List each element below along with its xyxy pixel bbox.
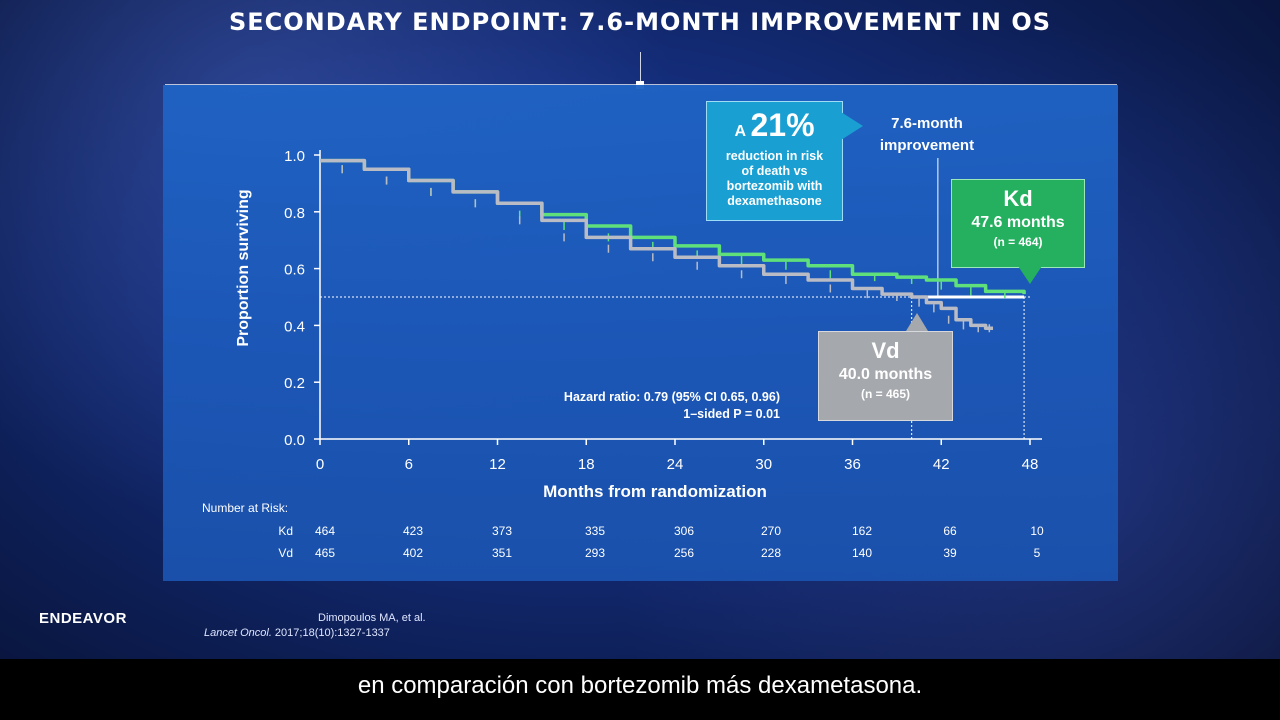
kd-name: Kd xyxy=(1003,186,1033,211)
risk-cell: 10 xyxy=(1030,524,1044,538)
risk-cell: 140 xyxy=(851,546,873,560)
x-tick-label: 12 xyxy=(489,456,506,473)
risk-cell: 464 xyxy=(314,524,336,538)
chart-ticks: 0.0 0.2 0.4 0.6 0.8 1.0 0 6 12 18 24 30 36 42 48 xyxy=(284,148,1038,473)
risk-cell: 351 xyxy=(491,546,513,560)
risk-cell: 66 xyxy=(943,524,957,538)
x-tick-label: 24 xyxy=(667,456,684,473)
chart-axes xyxy=(319,150,1042,440)
vd-n: (n = 465) xyxy=(860,387,911,401)
title-connector-line xyxy=(640,52,641,86)
vd-box-pointer xyxy=(906,313,928,331)
improvement-line2: improvement xyxy=(879,137,975,154)
callout-line3: bortezomib with xyxy=(726,179,823,193)
risk-table-title: Number at Risk: xyxy=(202,501,289,515)
chart-lines xyxy=(320,158,1030,439)
kd-box-pointer xyxy=(1018,266,1042,284)
slide-title: SECONDARY ENDPOINT: 7.6-MONTH IMPROVEMEN… xyxy=(228,8,1052,36)
hazard-ratio-annotation: Hazard ratio: 0.79 (95% CI 0.65, 0.96) 1… xyxy=(480,389,780,423)
x-tick-label: 30 xyxy=(755,456,772,473)
citation-details: 2017;18(10):1327-1337 xyxy=(271,627,390,639)
improvement-line1: 7.6-month xyxy=(891,115,963,132)
risk-cell: 5 xyxy=(1033,546,1041,560)
callout-line2: of death vs xyxy=(741,164,808,178)
x-tick-label: 48 xyxy=(1022,456,1039,473)
x-tick-label: 0 xyxy=(316,456,324,473)
vd-median-box: Vd 40.0 months (n = 465) xyxy=(818,331,953,421)
hazard-line2: 1–sided P = 0.01 xyxy=(683,407,780,421)
hazard-line1: Hazard ratio: 0.79 (95% CI 0.65, 0.96) xyxy=(563,390,780,404)
risk-cell: 162 xyxy=(851,524,873,538)
risk-row-label: Vd xyxy=(278,546,293,560)
risk-cell: 373 xyxy=(491,524,513,538)
y-tick-label: 0.0 xyxy=(284,432,305,449)
risk-cell: 423 xyxy=(402,524,424,538)
risk-row-label: Kd xyxy=(278,524,293,538)
vd-name: Vd xyxy=(871,338,900,363)
risk-reduction-callout: A 21% reduction in risk of death vs bort… xyxy=(706,101,843,221)
y-axis-title: Proportion surviving xyxy=(235,189,252,346)
kd-median-box: Kd 47.6 months (n = 464) xyxy=(951,179,1085,268)
risk-cell: 293 xyxy=(584,546,606,560)
y-tick-label: 0.8 xyxy=(284,205,305,222)
improvement-label: 7.6-month improvement xyxy=(862,113,992,157)
callout-arrow xyxy=(841,112,863,140)
y-tick-label: 0.2 xyxy=(284,375,305,392)
video-subtitle: en comparación con bortezomib más dexame… xyxy=(357,672,923,699)
citation-authors: Dimopoulos MA, et al. xyxy=(318,612,426,624)
y-tick-label: 1.0 xyxy=(284,148,305,165)
y-tick-label: 0.6 xyxy=(284,262,305,279)
chart-panel xyxy=(163,85,1118,581)
kd-months: 47.6 months xyxy=(971,214,1065,231)
x-tick-label: 42 xyxy=(933,456,950,473)
callout-line1: reduction in risk xyxy=(725,149,824,163)
risk-cell: 256 xyxy=(673,546,695,560)
series-line-vd xyxy=(320,158,994,330)
x-tick-label: 6 xyxy=(405,456,413,473)
risk-cell: 306 xyxy=(673,524,695,538)
citation-journal: Lancet Oncol. xyxy=(204,627,272,639)
callout-prefix: A xyxy=(734,123,747,140)
chart-labels: Months from randomization Proportion surv… xyxy=(235,189,767,501)
risk-cell: 335 xyxy=(584,524,606,538)
risk-cell: 402 xyxy=(402,546,424,560)
callout-line4: dexamethasone xyxy=(727,194,822,208)
vd-months: 40.0 months xyxy=(838,366,933,383)
risk-cell: 228 xyxy=(760,546,782,560)
kd-n: (n = 464) xyxy=(993,235,1043,249)
y-tick-label: 0.4 xyxy=(284,318,305,335)
risk-cell: 270 xyxy=(760,524,782,538)
subtitle-bar xyxy=(0,659,1280,720)
x-tick-label: 18 xyxy=(578,456,595,473)
trial-brand: ENDEAVOR xyxy=(39,610,127,627)
risk-cell: 465 xyxy=(314,546,336,560)
x-axis-title: Months from randomization xyxy=(543,482,767,501)
x-tick-label: 36 xyxy=(844,456,861,473)
callout-percent: 21% xyxy=(750,107,815,143)
risk-cell: 39 xyxy=(943,546,957,560)
citation-source: Lancet Oncol. 2017;18(10):1327-1337 xyxy=(204,627,390,639)
